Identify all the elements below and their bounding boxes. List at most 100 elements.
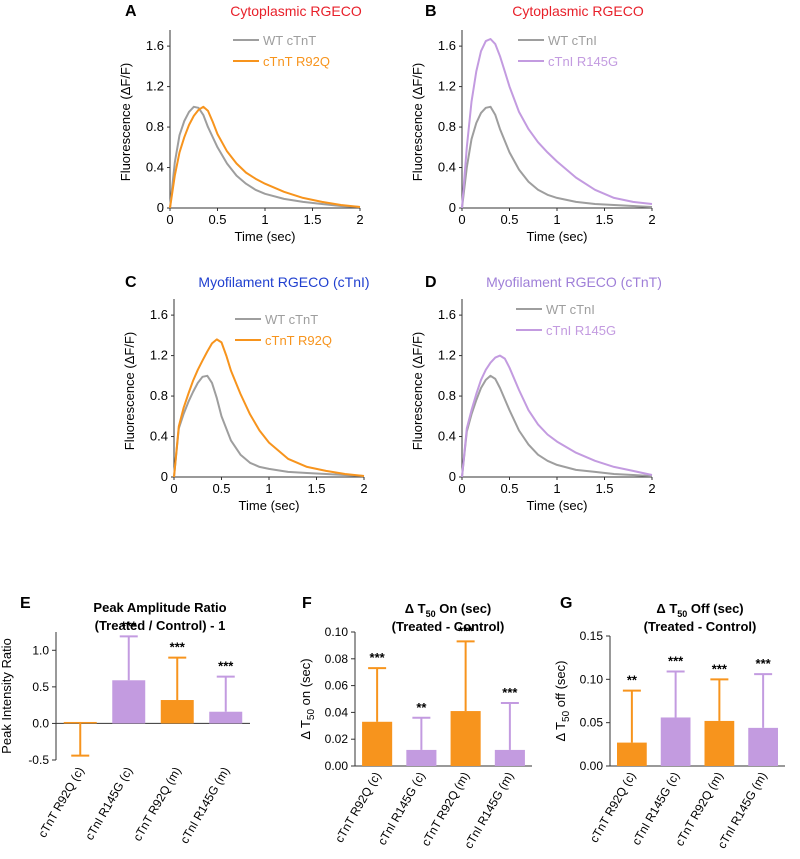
title-subscript: 50 (677, 609, 687, 619)
bar (617, 742, 647, 766)
bar (112, 680, 146, 724)
y-axis-label: Fluorescence (ΔF/F) (122, 332, 137, 451)
x-tick-label: 2 (648, 481, 655, 496)
panel-letter-c: C (125, 274, 137, 291)
series-line-ctni-r145g (461, 38, 653, 209)
x-tick-label: 2 (648, 212, 655, 227)
x-tick-label: 1 (553, 481, 560, 496)
chart-subtitle-f: (Treated - Control) (392, 619, 505, 634)
y-tick-label: 1.6 (438, 38, 456, 53)
y-tick-label: 0 (157, 200, 164, 215)
panel-letter-g: G (560, 595, 572, 612)
y-tick-label: 0.10 (325, 625, 349, 639)
significance-marker: *** (668, 654, 684, 669)
series-line-ctnt-r92q (173, 338, 365, 478)
ylabel-subscript: 50 (561, 710, 572, 722)
x-tick-label: 0.5 (500, 481, 518, 496)
legend-label: WT cTnI (546, 302, 595, 317)
ylabel-part: off (sec) (553, 661, 568, 711)
x-tick-label: 2 (356, 212, 363, 227)
y-tick-label: 0.4 (150, 429, 168, 444)
y-tick-label: 0.06 (325, 679, 349, 693)
series-line-ctni-r145g (461, 354, 653, 478)
y-tick-label: 0 (449, 200, 456, 215)
ylabel-part: on (sec) (298, 658, 313, 709)
legend-label: cTnI R145G (546, 323, 616, 338)
x-tick-label: 1 (553, 212, 560, 227)
chart-title-f: Δ T50 On (sec) (405, 601, 492, 619)
y-tick-label: 1.6 (146, 38, 164, 53)
category-label: cTnT R92Q (m) (130, 765, 184, 844)
y-tick-label: 0 (161, 469, 168, 484)
bar (450, 711, 481, 766)
x-tick-label: 1.5 (303, 212, 321, 227)
x-tick-label: 0.5 (500, 212, 518, 227)
bar (362, 721, 393, 766)
panel-letter-a: A (125, 3, 137, 20)
legend-label: cTnT R92Q (263, 54, 330, 69)
y-axis-label: Fluorescence (ΔF/F) (118, 63, 133, 182)
x-tick-label: 0.5 (208, 212, 226, 227)
significance-marker: *** (756, 656, 772, 671)
chart-title-g: Δ T50 Off (sec) (656, 601, 743, 619)
bar (748, 727, 778, 766)
series-line-wt-ctnt (173, 374, 365, 478)
y-axis-label: Δ T50 off (sec) (553, 661, 572, 742)
series-line-wt-ctni (461, 105, 653, 209)
category-label: cTnT R92Q (m) (419, 770, 473, 849)
significance-marker: ** (627, 673, 638, 688)
x-tick-label: 1.5 (595, 212, 613, 227)
panel-letter-b: B (425, 3, 437, 20)
chart-title-a: Cytoplasmic RGECO (230, 3, 362, 19)
y-tick-label: -0.5 (28, 753, 49, 767)
x-tick-label: 1 (261, 212, 268, 227)
x-tick-label: 0 (458, 481, 465, 496)
y-axis-label: Fluorescence (ΔF/F) (410, 332, 425, 451)
ylabel-subscript: 50 (306, 709, 317, 721)
x-axis-label: Time (sec) (527, 498, 588, 513)
category-label: cTnT R92Q (c) (587, 769, 639, 845)
y-tick-label: 0.4 (146, 160, 164, 175)
panel-letter-f: F (302, 595, 312, 612)
category-label: cTnI R145G (m) (461, 769, 516, 850)
category-label: cTnI R145G (c) (375, 770, 428, 848)
legend-label: cTnI R145G (548, 54, 618, 69)
y-tick-label: 0.8 (438, 119, 456, 134)
series-line-wt-ctni (461, 374, 653, 478)
y-tick-label: 1.6 (438, 307, 456, 322)
y-tick-label: 1.2 (438, 79, 456, 94)
significance-marker: *** (121, 618, 137, 633)
category-label: cTnT R92Q (c) (332, 769, 384, 845)
title-part: On (sec) (436, 601, 492, 616)
y-tick-label: 1.6 (150, 307, 168, 322)
significance-marker: *** (712, 661, 728, 676)
y-tick-label: 1.2 (150, 348, 168, 363)
chart-title-c: Myofilament RGECO (cTnI) (198, 274, 369, 290)
y-tick-label: 0.8 (150, 388, 168, 403)
y-tick-label: 0.08 (325, 652, 349, 666)
bar (704, 720, 735, 766)
title-part: Off (sec) (687, 601, 743, 616)
significance-marker: *** (218, 659, 234, 674)
y-axis-label: Peak Intensity Ratio (0, 638, 14, 754)
x-axis-label: Time (sec) (235, 229, 296, 244)
bar (160, 700, 194, 724)
title-subscript: 50 (426, 609, 436, 619)
x-tick-label: 1 (265, 481, 272, 496)
y-tick-label: 0 (449, 469, 456, 484)
chart-title-e: Peak Amplitude Ratio (93, 600, 226, 615)
title-part: Δ T (405, 601, 426, 616)
y-tick-label: 0.4 (438, 429, 456, 444)
x-axis-label: Time (sec) (527, 229, 588, 244)
series-line-wt-ctnt (169, 105, 361, 209)
y-tick-label: 0.5 (32, 680, 49, 694)
significance-marker: *** (170, 640, 186, 655)
x-tick-label: 1.5 (307, 481, 325, 496)
x-tick-label: 0 (458, 212, 465, 227)
y-tick-label: 1.2 (438, 348, 456, 363)
y-tick-label: 0.4 (438, 160, 456, 175)
legend-label: WT cTnT (263, 33, 316, 48)
significance-marker: *** (458, 623, 474, 638)
y-axis-label: Fluorescence (ΔF/F) (410, 63, 425, 182)
chart-subtitle-e: (Treated / Control) - 1 (95, 618, 226, 633)
